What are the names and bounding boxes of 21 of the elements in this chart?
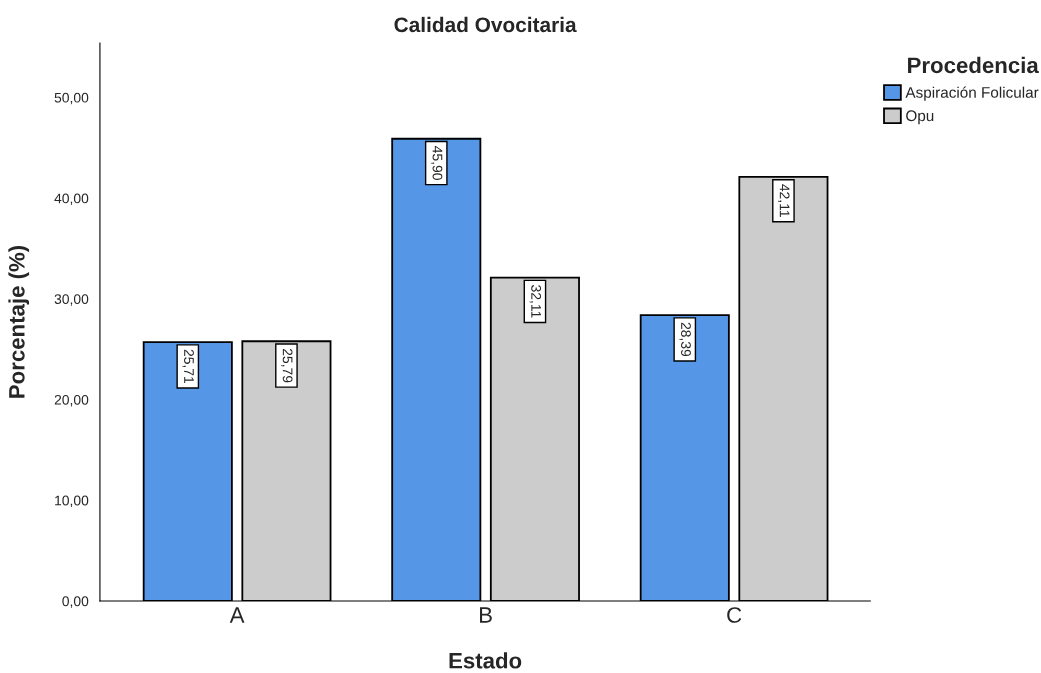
y-tick-label: 40,00 [54,193,89,205]
y-tick-label: 0,00 [62,596,89,608]
x-tick-label: A [229,607,245,623]
data-label: 32,11 [529,285,542,318]
data-label: 25,79 [281,348,293,383]
y-tick-label: 20,00 [54,394,89,407]
data-label: 28,39 [679,322,691,357]
x-tick-label: C [727,607,742,623]
y-axis-title: Porcentaje (%) [8,245,30,398]
y-tick-label: 10,00 [55,495,89,508]
chart-title: Calidad Ovocitaria [394,16,577,33]
legend-label: Opu [906,110,934,125]
data-label: 25,71 [182,349,194,384]
legend-title: Procedencia [908,56,1039,74]
x-axis-title: Estado [449,652,522,669]
legend-label: Aspiración Folicular [905,86,1039,101]
y-tick-label: 30,00 [54,294,89,306]
data-label: 42,11 [778,184,790,217]
data-label: 45,90 [430,146,443,180]
y-tick-label: 50,00 [54,92,89,105]
x-tick-label: B [480,607,492,623]
